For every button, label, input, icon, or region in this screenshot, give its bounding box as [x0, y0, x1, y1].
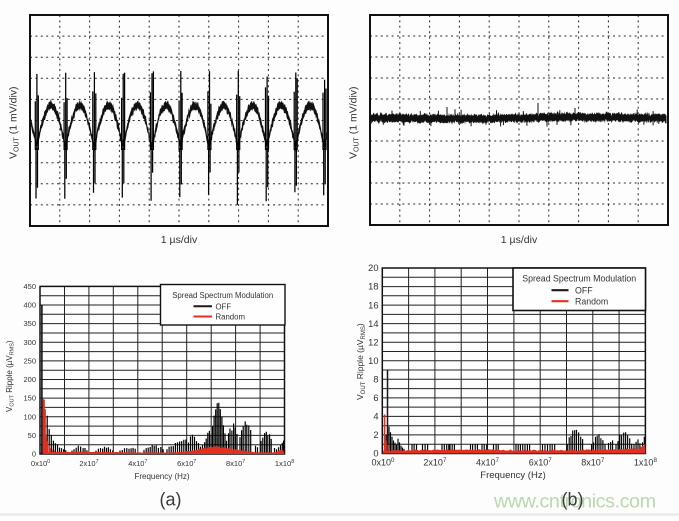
svg-text:18: 18 — [368, 282, 378, 292]
svg-text:VOUT Ripple (µVRMS): VOUT Ripple (µVRMS) — [355, 323, 367, 400]
svg-text:450: 450 — [23, 282, 36, 291]
svg-text:300: 300 — [23, 338, 36, 347]
svg-text:12: 12 — [368, 337, 378, 347]
svg-text:20: 20 — [368, 263, 378, 273]
svg-text:350: 350 — [23, 319, 36, 328]
svg-text:8x107: 8x107 — [226, 459, 245, 468]
svg-text:Frequency (Hz): Frequency (Hz) — [480, 470, 545, 481]
svg-text:400: 400 — [23, 301, 36, 310]
svg-text:Spread Spectrum Modulation: Spread Spectrum Modulation — [522, 274, 636, 284]
svg-text:4x107: 4x107 — [476, 457, 500, 467]
svg-text:1 µs/div: 1 µs/div — [501, 234, 538, 246]
svg-text:250: 250 — [23, 357, 36, 366]
svg-text:Random: Random — [575, 297, 608, 307]
svg-text:1x108: 1x108 — [634, 457, 658, 467]
svg-text:0x100: 0x100 — [372, 457, 396, 467]
svg-text:0x100: 0x100 — [31, 459, 50, 468]
svg-text:10: 10 — [368, 356, 378, 366]
svg-text:4x107: 4x107 — [128, 459, 147, 468]
svg-text:Random: Random — [216, 313, 245, 322]
svg-text:1x108: 1x108 — [275, 459, 294, 468]
svg-text:0: 0 — [373, 449, 378, 459]
svg-text:(a): (a) — [160, 490, 182, 510]
svg-text:6: 6 — [373, 393, 378, 403]
svg-text:6x107: 6x107 — [529, 457, 553, 467]
svg-text:1 µs/div: 1 µs/div — [161, 234, 198, 246]
svg-text:Spread Spectrum Modulation: Spread Spectrum Modulation — [172, 291, 273, 300]
svg-text:Frequency (Hz): Frequency (Hz) — [134, 472, 189, 481]
svg-text:200: 200 — [23, 375, 36, 384]
svg-text:8: 8 — [373, 375, 378, 385]
svg-text:OFF: OFF — [216, 302, 232, 311]
svg-text:100: 100 — [23, 412, 36, 421]
svg-text:50: 50 — [28, 431, 36, 440]
svg-text:www.cntronics.com: www.cntronics.com — [493, 491, 656, 513]
svg-text:2x107: 2x107 — [79, 459, 98, 468]
svg-text:4: 4 — [373, 412, 378, 422]
svg-text:16: 16 — [368, 300, 378, 310]
svg-text:6x107: 6x107 — [177, 459, 196, 468]
svg-text:OFF: OFF — [575, 286, 593, 296]
svg-text:2x107: 2x107 — [423, 457, 447, 467]
svg-text:8x107: 8x107 — [581, 457, 605, 467]
svg-text:2: 2 — [373, 430, 378, 440]
svg-text:150: 150 — [23, 394, 36, 403]
svg-text:(b): (b) — [562, 490, 584, 510]
svg-text:14: 14 — [368, 319, 378, 329]
svg-text:0: 0 — [32, 450, 36, 459]
svg-text:VOUT Ripple (µVRMS): VOUT Ripple (µVRMS) — [5, 340, 16, 412]
